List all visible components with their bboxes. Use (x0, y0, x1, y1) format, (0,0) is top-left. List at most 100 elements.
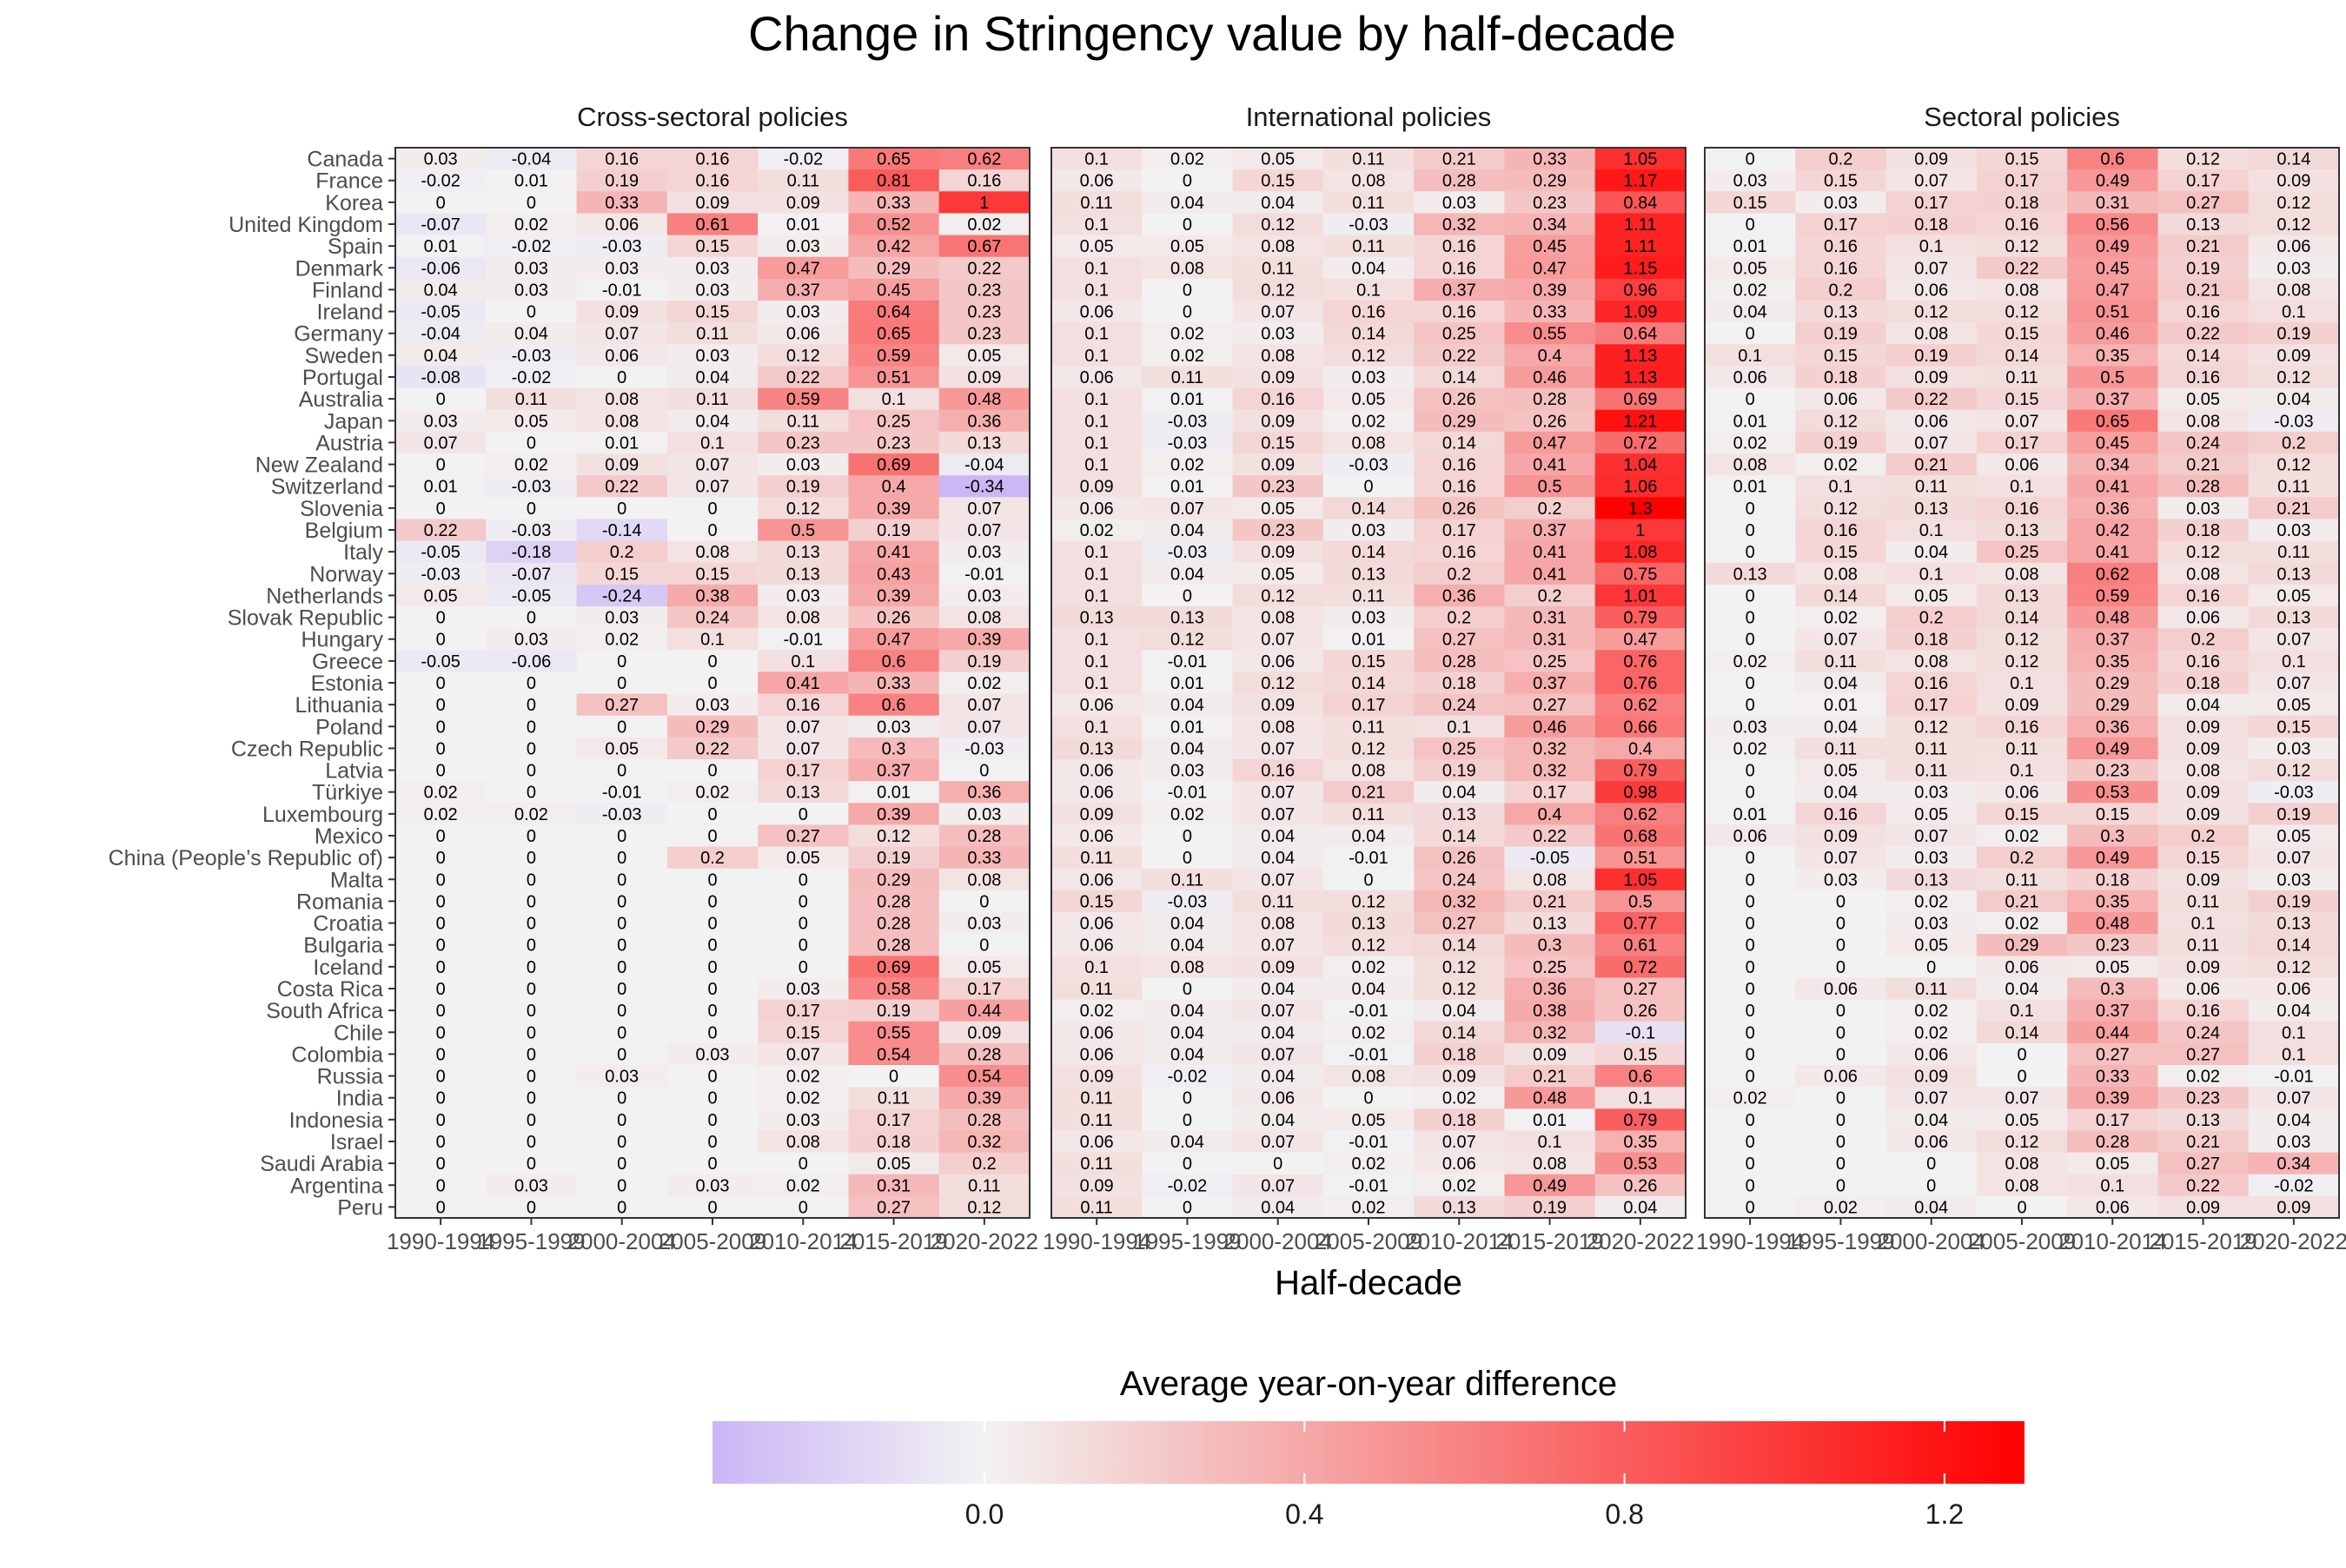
cell-value-label: 0 (707, 805, 717, 824)
cell-value-label: 0.31 (1533, 631, 1567, 650)
heatmap-cell (1414, 235, 1505, 258)
cell-value-label: 0.19 (877, 521, 911, 540)
heatmap-cell (848, 344, 940, 367)
heatmap-cell (666, 169, 759, 192)
cell-value-label: 0.17 (2005, 433, 2039, 453)
cell-value-label: 0.98 (1623, 784, 1657, 803)
heatmap-cell (1414, 148, 1505, 170)
cell-value-label: 0 (436, 500, 446, 519)
cell-value-label: 0.22 (424, 521, 458, 540)
cell-value-label: 1 (979, 194, 989, 213)
heatmap-cell (1885, 301, 1978, 323)
cell-value-label: 1.01 (1623, 586, 1657, 605)
cell-value-label: 0.08 (2276, 281, 2310, 300)
heatmap-cell (576, 256, 668, 280)
heatmap-cell (1594, 1021, 1687, 1044)
heatmap-cell (486, 672, 578, 695)
cell-value-label: 0.14 (1352, 674, 1386, 693)
cell-value-label: 0.11 (1352, 718, 1384, 737)
cell-value-label: 0.08 (1352, 433, 1386, 453)
cell-value-label: 0 (527, 1154, 536, 1174)
heatmap-cell (938, 191, 1031, 214)
cell-value-label: 0.08 (1261, 718, 1295, 737)
cell-value-label: 0.02 (424, 805, 458, 824)
cell-value-label: 1 (1635, 521, 1645, 540)
heatmap-cell (1142, 344, 1234, 367)
cell-value-label: 0.07 (1914, 827, 1948, 846)
cell-value-label: 0.66 (1623, 718, 1657, 737)
cell-value-label: 0.11 (1352, 805, 1384, 824)
heatmap-cell (2248, 148, 2340, 170)
cell-value-label: 0.05 (877, 1154, 911, 1174)
cell-value-label: 0.08 (2186, 565, 2220, 584)
cell-value-label: 0 (1183, 1089, 1192, 1108)
heatmap-cell (576, 1065, 668, 1088)
heatmap-cell (1976, 213, 2068, 236)
cell-value-label: 0 (436, 892, 446, 911)
heatmap-cell (938, 497, 1031, 519)
heatmap-cell (1504, 540, 1596, 564)
cell-value-label: 0.06 (1442, 1154, 1476, 1174)
cell-value-label: 0.48 (2096, 609, 2130, 628)
cell-value-label: 0.11 (1080, 1089, 1112, 1108)
heatmap-cell (1322, 322, 1415, 345)
cell-value-label: 0.08 (2186, 762, 2220, 781)
cell-value-label: 0.79 (1623, 1111, 1657, 1130)
cell-value-label: 0.02 (1352, 412, 1386, 431)
cell-value-label: 0.26 (877, 609, 911, 628)
heatmap-cell (1504, 1087, 1596, 1109)
cell-value-label: 0.07 (2005, 1089, 2039, 1108)
heatmap-cell (758, 759, 849, 782)
cell-value-label: 0.2 (2010, 849, 2034, 868)
heatmap-cell (1051, 912, 1143, 935)
cell-value-label: 0 (707, 870, 717, 890)
y-tick-label: Germany (294, 322, 383, 347)
heatmap-cell (1322, 650, 1415, 672)
heatmap-cell (1504, 169, 1596, 192)
heatmap-cell (1051, 956, 1143, 978)
cell-value-label: -0.06 (512, 652, 552, 672)
cell-value-label: 0.11 (1171, 368, 1203, 387)
cell-value-label: 0.06 (1080, 1045, 1114, 1064)
cell-value-label: 0.19 (2276, 325, 2310, 344)
heatmap-cell (1504, 1130, 1596, 1154)
y-tick-label: Belgium (305, 519, 383, 543)
heatmap-cell (758, 322, 849, 345)
heatmap-cell (486, 868, 578, 891)
heatmap-cell (1142, 803, 1234, 825)
cell-value-label: 0.04 (1170, 1045, 1204, 1064)
cell-value-label: 0.11 (1171, 870, 1203, 890)
heatmap-cell (758, 977, 849, 1001)
cell-value-label: 0 (707, 762, 717, 781)
cell-value-label: 0 (436, 696, 446, 715)
heatmap-cell (758, 672, 849, 695)
cell-value-label: 0.02 (1352, 1023, 1386, 1042)
cell-value-label: 0 (1746, 915, 1755, 934)
cell-value-label: 0.11 (1080, 980, 1112, 999)
heatmap-cell (1232, 322, 1324, 345)
cell-value-label: 0.29 (2096, 674, 2130, 693)
cell-value-label: 0.22 (2186, 325, 2220, 344)
cell-value-label: 0.02 (1170, 347, 1204, 366)
cell-value-label: 0.12 (786, 500, 820, 519)
cell-value-label: 0 (617, 652, 626, 672)
cell-value-label: 0.09 (1080, 1068, 1114, 1087)
heatmap-cell (1051, 1087, 1143, 1109)
heatmap-cell (1232, 235, 1324, 258)
heatmap-cell (486, 1195, 578, 1219)
cell-value-label: 0.07 (1261, 631, 1295, 650)
heatmap-cell (1322, 1087, 1415, 1109)
cell-value-label: 0.11 (787, 172, 819, 191)
heatmap-cell (2248, 213, 2340, 236)
cell-value-label: 0.22 (1442, 347, 1476, 366)
cell-value-label: 0.16 (1442, 478, 1476, 497)
heatmap-cell (576, 497, 668, 519)
cell-value-label: 0.01 (1170, 390, 1204, 409)
cell-value-label: 0.19 (1533, 1198, 1567, 1217)
cell-value-label: 0.07 (786, 739, 820, 758)
heatmap-cell (1232, 606, 1324, 629)
cell-value-label: 0.37 (1533, 521, 1567, 540)
cell-value-label: 0 (527, 784, 536, 803)
cell-value-label: 0.22 (605, 478, 639, 497)
x-tick-label: 2010-2014 (1405, 1228, 1513, 1254)
